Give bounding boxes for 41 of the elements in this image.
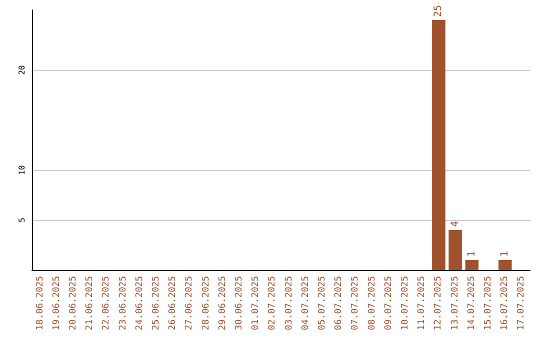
x-tick-label: 18.06.2025 [35, 276, 46, 330]
x-tick-label: 06.07.2025 [334, 276, 344, 330]
x-tick-label: 27.06.2025 [184, 276, 195, 330]
x-tick-label: 07.07.2025 [350, 276, 361, 330]
x-tick-label: 28.06.2025 [201, 276, 212, 330]
x-tick-label: 11.07.2025 [417, 276, 428, 330]
x-tick-label: 09.07.2025 [384, 276, 394, 330]
y-tick-label: 10 [18, 165, 26, 175]
x-tick-label: 14.07.2025 [466, 276, 477, 330]
x-tick-label: 12.07.2025 [434, 276, 444, 330]
x-tick-label: 19.06.2025 [52, 276, 62, 330]
bar [465, 260, 479, 270]
data-label: 1 [466, 250, 478, 257]
x-tick-label: 13.07.2025 [450, 276, 460, 330]
x-tick-label: 26.06.2025 [168, 276, 178, 330]
x-tick-label: 05.07.2025 [318, 276, 328, 330]
x-tick-label: 02.07.2025 [268, 276, 278, 330]
x-tick-label: 20.06.2025 [68, 276, 78, 330]
bar [448, 230, 462, 270]
x-tick-label: 10.07.2025 [400, 276, 410, 330]
x-tick-label: 17.07.2025 [516, 276, 527, 330]
x-tick-label: 16.07.2025 [500, 276, 510, 330]
x-tick-label: 01.07.2025 [251, 276, 262, 330]
y-tick-label: 5 [18, 217, 26, 222]
x-tick-label: 23.06.2025 [118, 276, 128, 330]
x-tick-label: 08.07.2025 [367, 276, 378, 330]
x-tick-label: 25.06.2025 [152, 276, 162, 330]
x-tick-label: 29.06.2025 [218, 276, 228, 330]
x-tick-label: 30.06.2025 [234, 276, 244, 330]
x-tick-label: 24.06.2025 [134, 276, 145, 330]
bar [498, 260, 512, 270]
x-tick-label: 15.07.2025 [484, 276, 494, 330]
data-label: 4 [450, 220, 461, 227]
data-label: 1 [500, 250, 511, 257]
x-tick-label: 04.07.2025 [300, 276, 311, 330]
y-tick-label: 20 [18, 65, 26, 75]
data-label: 25 [433, 4, 444, 17]
x-tick-label: 22.06.2025 [102, 276, 112, 330]
x-tick-label: 21.06.2025 [85, 276, 96, 330]
x-tick-label: 03.07.2025 [284, 276, 294, 330]
bar [432, 20, 446, 270]
